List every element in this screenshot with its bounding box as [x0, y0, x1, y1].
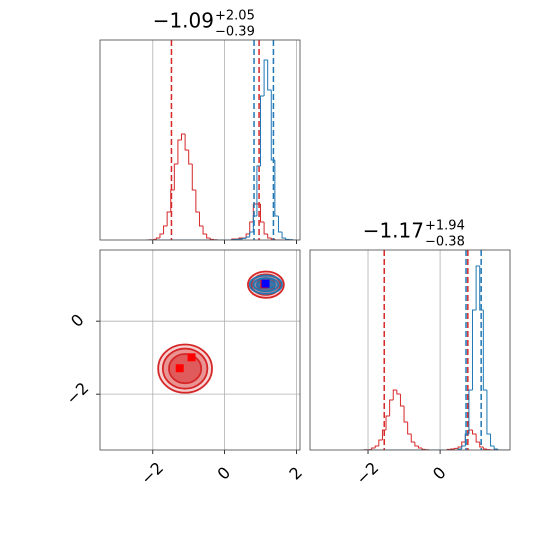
title-upper: +2.05 — [215, 9, 255, 24]
axes-frame — [99, 249, 301, 451]
histogram-step — [374, 445, 379, 448]
histogram-step — [472, 430, 477, 435]
histogram-step — [209, 238, 214, 240]
histogram-step — [454, 447, 459, 449]
x-tick-label: −2 — [137, 458, 167, 488]
histogram-step — [173, 163, 178, 190]
histogram-step — [285, 238, 290, 240]
histogram-step — [493, 446, 498, 450]
histogram-step — [482, 310, 487, 391]
title: −1.17 — [363, 219, 424, 243]
title-upper: +1.94 — [425, 219, 465, 234]
x-tick-label: 0 — [214, 463, 235, 484]
histogram-step — [461, 445, 466, 449]
x-tick-label: 2 — [285, 463, 306, 484]
histogram-step — [479, 442, 484, 448]
histogram-step — [159, 233, 164, 238]
histogram-step — [177, 139, 182, 164]
histogram-step — [249, 231, 254, 237]
histogram-step — [378, 439, 383, 446]
histogram-step — [461, 441, 466, 447]
histogram-step — [191, 164, 196, 191]
histogram-step — [166, 211, 171, 226]
panel — [157, 270, 285, 394]
histogram-step — [263, 59, 268, 96]
histogram-step — [457, 446, 462, 449]
histogram-step — [281, 232, 286, 239]
histogram-step — [472, 309, 477, 390]
histogram-step — [371, 447, 376, 450]
axes-frame — [99, 39, 301, 241]
histogram-step — [486, 390, 491, 435]
histogram-step — [202, 226, 207, 235]
histogram-step — [263, 222, 268, 235]
histogram-step — [256, 165, 261, 216]
x-tick-label: 0 — [429, 463, 450, 484]
histogram-step — [475, 434, 480, 443]
histogram-step — [274, 239, 279, 240]
histogram-step — [475, 265, 480, 310]
histogram-step — [486, 449, 491, 450]
y-tick-label: −2 — [62, 378, 92, 408]
histogram-step — [274, 160, 279, 217]
histogram-step — [468, 429, 473, 434]
histogram-step — [249, 221, 254, 234]
histogram-step — [260, 204, 265, 223]
histogram-step — [403, 406, 408, 423]
histogram-step — [198, 212, 204, 227]
histogram-step — [421, 448, 426, 450]
histogram-step — [468, 389, 473, 434]
histogram-step — [267, 234, 272, 239]
histogram-step — [184, 134, 189, 151]
contour — [168, 353, 203, 385]
histogram-step — [479, 266, 484, 311]
histogram-step — [242, 237, 247, 239]
histogram-step — [277, 216, 283, 233]
histogram-step — [155, 237, 160, 240]
y-tick-label: 0 — [67, 310, 88, 331]
histogram-step — [206, 234, 211, 239]
panel — [360, 250, 510, 450]
histogram-step — [396, 390, 401, 395]
histogram-step — [497, 449, 502, 450]
histogram-step — [245, 236, 250, 239]
panel — [145, 40, 297, 240]
histogram-step — [195, 190, 200, 213]
title-lower: −0.39 — [215, 25, 255, 40]
histogram-step — [163, 225, 168, 234]
title: −1.09 — [153, 9, 214, 33]
histogram-step — [490, 434, 495, 447]
point — [261, 279, 270, 288]
histogram-step — [414, 442, 419, 447]
histogram-step — [267, 60, 272, 91]
histogram-step — [188, 150, 193, 165]
title-lower: −0.38 — [425, 235, 465, 250]
point — [187, 353, 196, 362]
histogram-step — [410, 434, 415, 443]
histogram-step — [389, 399, 394, 416]
histogram-step — [392, 389, 397, 400]
point — [175, 364, 184, 373]
histogram-step — [260, 95, 265, 166]
axes-frame — [309, 249, 511, 451]
x-tick-label: −2 — [352, 458, 382, 488]
histogram-step — [417, 446, 423, 449]
histogram-step — [385, 415, 390, 430]
histogram-step — [181, 133, 186, 140]
histogram-step — [482, 447, 487, 450]
histogram-step — [399, 394, 405, 407]
histogram-step — [407, 422, 412, 435]
